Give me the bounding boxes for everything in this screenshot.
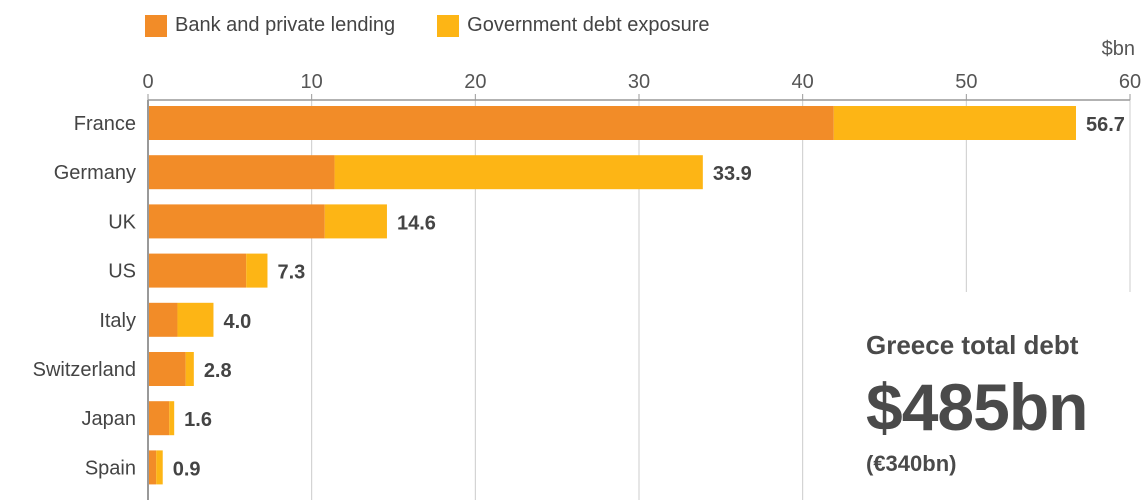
bar-segment-government-debt bbox=[833, 106, 1076, 140]
category-label: Japan bbox=[82, 408, 137, 430]
bar-segment-bank-lending bbox=[148, 401, 170, 436]
legend-item-government-debt: Government debt exposure bbox=[437, 14, 710, 37]
legend-swatch-bank-lending bbox=[145, 14, 167, 37]
bar-segment-bank-lending bbox=[148, 352, 186, 386]
legend-swatch-government-debt bbox=[437, 14, 460, 37]
category-label: France bbox=[74, 113, 136, 135]
bar-segment-bank-lending bbox=[148, 155, 335, 190]
bar-segment-bank-lending bbox=[148, 204, 325, 239]
data-label: 1.6 bbox=[184, 409, 212, 431]
category-label: Germany bbox=[54, 162, 136, 184]
x-tick-label: 50 bbox=[955, 71, 977, 93]
category-label: Italy bbox=[99, 310, 136, 332]
bar-segment-government-debt bbox=[334, 155, 703, 190]
bar-segment-bank-lending bbox=[148, 450, 157, 485]
callout-label: Greece total debt bbox=[866, 330, 1079, 360]
legend-label-government-debt: Government debt exposure bbox=[467, 14, 710, 36]
greece-debt-callout: Greece total debt $485bn (€340bn) bbox=[866, 330, 1088, 477]
bar-segment-government-debt bbox=[177, 302, 214, 337]
bar-segment-bank-lending bbox=[148, 302, 178, 337]
category-label: US bbox=[108, 261, 136, 283]
bar-segment-government-debt bbox=[185, 352, 194, 386]
bar-segment-government-debt bbox=[156, 450, 163, 485]
data-label: 7.3 bbox=[277, 262, 305, 284]
data-label: 0.9 bbox=[173, 458, 201, 480]
x-tick-label: 30 bbox=[628, 71, 650, 93]
x-tick-label: 20 bbox=[464, 71, 486, 93]
x-tick-label: 60 bbox=[1119, 71, 1141, 93]
bar-segment-bank-lending bbox=[148, 106, 834, 140]
callout-sub-value: (€340bn) bbox=[866, 451, 957, 476]
bar-segment-government-debt bbox=[246, 253, 268, 288]
legend: Bank and private lending Government debt… bbox=[145, 14, 752, 37]
bar-segment-bank-lending bbox=[148, 253, 247, 288]
data-label: 4.0 bbox=[223, 311, 251, 333]
data-label: 14.6 bbox=[397, 212, 436, 234]
data-label: 56.7 bbox=[1086, 114, 1125, 136]
legend-item-bank-lending: Bank and private lending bbox=[145, 14, 395, 37]
legend-label-bank-lending: Bank and private lending bbox=[175, 14, 396, 36]
bar-segment-government-debt bbox=[169, 401, 175, 436]
callout-value: $485bn bbox=[866, 370, 1088, 444]
category-label: Switzerland bbox=[33, 359, 136, 381]
axis-unit-label: $bn bbox=[1101, 38, 1135, 60]
x-tick-label: 10 bbox=[301, 71, 323, 93]
data-label: 33.9 bbox=[713, 163, 752, 185]
data-label: 2.8 bbox=[204, 360, 232, 382]
category-label: UK bbox=[108, 211, 136, 233]
x-tick-label: 40 bbox=[792, 71, 814, 93]
category-label: Spain bbox=[85, 457, 136, 479]
x-tick-label: 0 bbox=[142, 71, 153, 93]
bar-segment-government-debt bbox=[324, 204, 387, 239]
